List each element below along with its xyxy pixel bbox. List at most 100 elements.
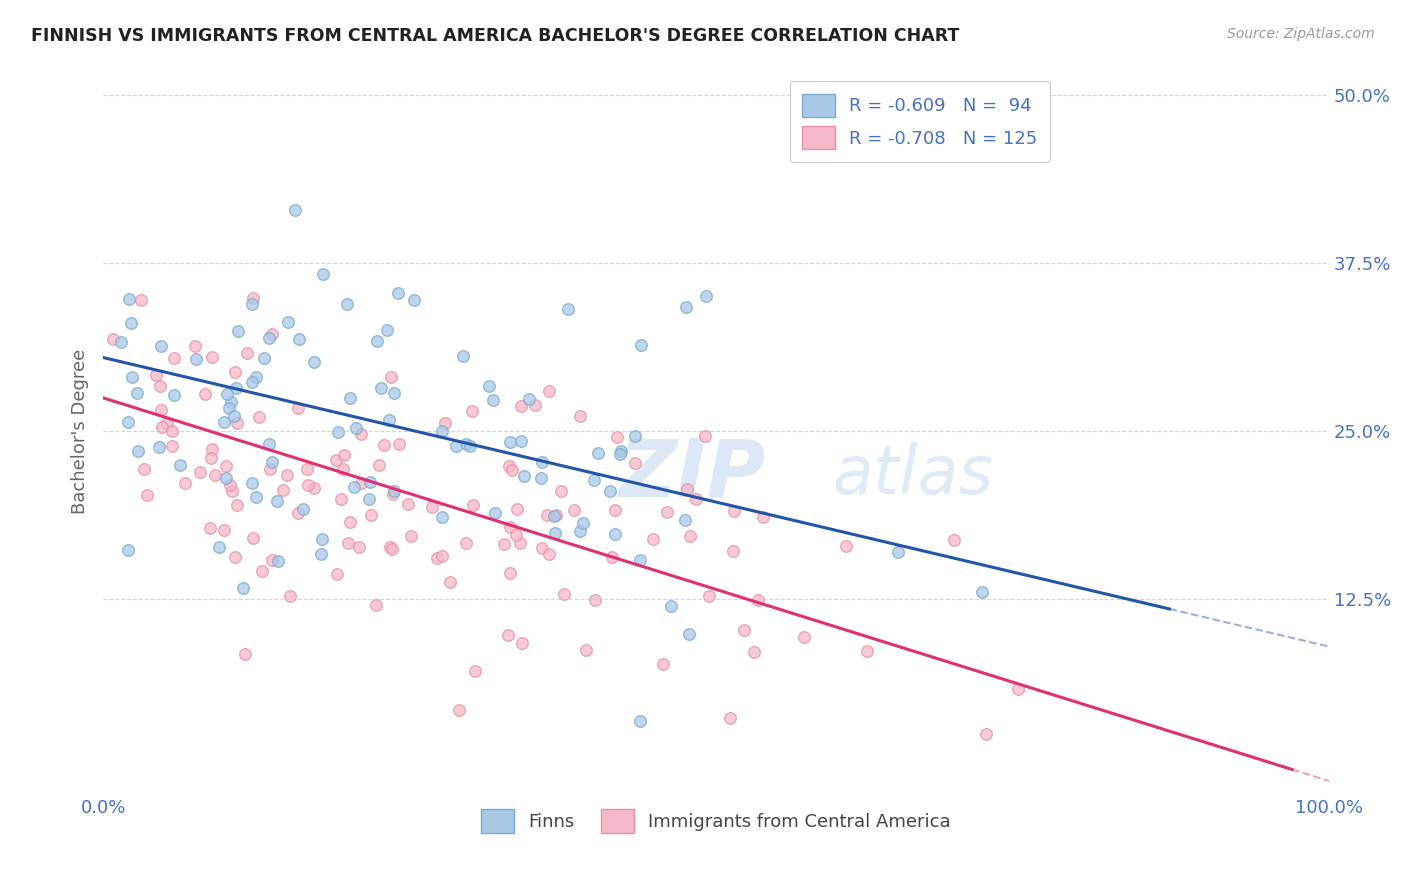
Point	[121, 369, 143, 384]
Point	[478, 379, 501, 393]
Point	[536, 508, 558, 522]
Point	[378, 541, 401, 555]
Point	[887, 545, 910, 559]
Point	[972, 585, 994, 599]
Point	[942, 533, 965, 548]
Point	[569, 409, 592, 423]
Point	[599, 484, 621, 499]
Y-axis label: Bachelor's Degree: Bachelor's Degree	[72, 349, 89, 514]
Point	[215, 459, 238, 474]
Point	[309, 547, 332, 561]
Point	[121, 316, 143, 330]
Point	[432, 424, 454, 438]
Point	[149, 379, 172, 393]
Point	[697, 589, 720, 603]
Point	[287, 401, 309, 416]
Point	[531, 541, 554, 555]
Point	[530, 471, 553, 485]
Point	[498, 458, 520, 473]
Point	[284, 202, 307, 217]
Point	[693, 429, 716, 443]
Point	[624, 456, 647, 470]
Point	[260, 455, 283, 469]
Point	[461, 498, 484, 512]
Point	[510, 434, 533, 448]
Point	[402, 293, 425, 307]
Point	[226, 498, 249, 512]
Point	[132, 462, 155, 476]
Point	[110, 334, 132, 349]
Point	[360, 508, 382, 523]
Point	[103, 332, 125, 346]
Point	[240, 475, 263, 490]
Point	[292, 501, 315, 516]
Point	[505, 502, 527, 516]
Point	[679, 529, 702, 543]
Point	[396, 497, 419, 511]
Point	[259, 462, 281, 476]
Point	[349, 475, 371, 490]
Point	[257, 437, 280, 451]
Point	[156, 417, 179, 431]
Point	[434, 416, 457, 430]
Point	[464, 664, 486, 678]
Point	[557, 301, 579, 316]
Point	[492, 537, 515, 551]
Point	[312, 267, 335, 281]
Point	[169, 458, 191, 472]
Point	[245, 490, 267, 504]
Point	[695, 289, 717, 303]
Point	[218, 401, 240, 416]
Point	[600, 549, 623, 564]
Point	[628, 553, 651, 567]
Legend: Finns, Immigrants from Central America: Finns, Immigrants from Central America	[474, 802, 957, 839]
Point	[222, 409, 245, 423]
Point	[430, 549, 453, 564]
Point	[329, 491, 352, 506]
Point	[538, 548, 561, 562]
Point	[458, 439, 481, 453]
Point	[201, 442, 224, 457]
Point	[245, 370, 267, 384]
Point	[733, 623, 755, 637]
Point	[586, 445, 609, 459]
Point	[367, 458, 389, 472]
Point	[221, 483, 243, 498]
Point	[271, 483, 294, 497]
Point	[201, 350, 224, 364]
Point	[302, 354, 325, 368]
Text: FINNISH VS IMMIGRANTS FROM CENTRAL AMERICA BACHELOR'S DEGREE CORRELATION CHART: FINNISH VS IMMIGRANTS FROM CENTRAL AMERI…	[31, 27, 959, 45]
Point	[524, 398, 547, 412]
Point	[484, 506, 506, 520]
Point	[212, 524, 235, 538]
Point	[499, 435, 522, 450]
Text: Source: ZipAtlas.com: Source: ZipAtlas.com	[1227, 27, 1375, 41]
Point	[530, 455, 553, 469]
Point	[461, 404, 484, 418]
Point	[628, 714, 651, 728]
Point	[623, 428, 645, 442]
Point	[388, 437, 411, 451]
Point	[676, 482, 699, 496]
Point	[225, 381, 247, 395]
Point	[381, 542, 404, 557]
Point	[183, 339, 205, 353]
Point	[835, 539, 858, 553]
Point	[163, 388, 186, 402]
Point	[160, 438, 183, 452]
Point	[543, 508, 565, 523]
Point	[145, 368, 167, 383]
Point	[125, 385, 148, 400]
Point	[678, 627, 700, 641]
Point	[657, 505, 679, 519]
Point	[387, 286, 409, 301]
Point	[509, 536, 531, 550]
Point	[496, 628, 519, 642]
Point	[242, 297, 264, 311]
Point	[188, 465, 211, 479]
Point	[186, 352, 208, 367]
Point	[276, 467, 298, 482]
Point	[344, 421, 367, 435]
Point	[326, 425, 349, 439]
Point	[194, 387, 217, 401]
